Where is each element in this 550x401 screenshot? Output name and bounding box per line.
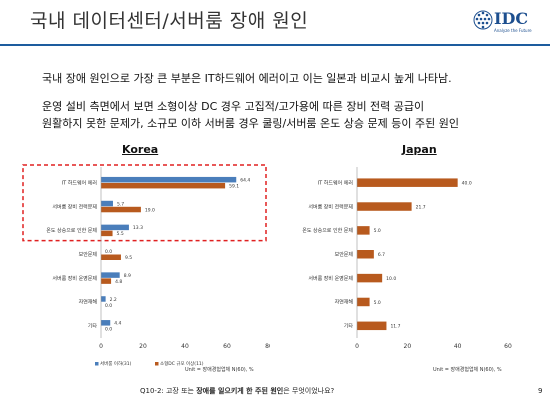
category-label: 온도 상승으로 인한 문제 — [46, 227, 97, 234]
category-label: 서버룸 장비 운영문제 — [308, 275, 353, 282]
question-bold: 장애를 일으키게 한 주된 원인 — [196, 387, 284, 395]
category-label: IT 하드웨어 에러 — [62, 179, 97, 186]
bar — [101, 224, 129, 231]
data-label: 0.0 — [105, 327, 112, 333]
summary-line-1: 국내 장애 원인으로 가장 큰 부분은 IT하드웨어 에러이고 이는 일본과 비… — [42, 72, 452, 85]
bar — [357, 321, 387, 331]
bar — [357, 178, 458, 187]
data-label: 0.0 — [105, 303, 112, 309]
bar — [357, 273, 383, 283]
data-label: 11.7 — [390, 324, 400, 330]
category-label: 기타 — [344, 323, 354, 330]
question-prefix: Q10-2: 고장 또는 — [140, 387, 197, 395]
korea-chart-title: Korea — [122, 143, 159, 156]
bar — [357, 226, 370, 235]
japan-bar-chart: IT 하드웨어 에러 40.0 서버룸 장비 전력문제 21.7 온도 상승으로 인한 … — [302, 167, 512, 350]
summary-line-2: 운영 설비 측면에서 보면 소형이상 DC 경우 고집적/고가용에 따른 장비 … — [42, 100, 425, 113]
data-label: 0.0 — [105, 249, 112, 255]
korea-unit-note: Unit = 장애경험업체 N(60), % — [185, 367, 254, 373]
bar — [101, 176, 237, 183]
bar — [357, 202, 412, 211]
data-label: 2.2 — [110, 297, 117, 303]
category-label: 보안문제 — [79, 251, 98, 258]
legend-swatch — [95, 362, 99, 366]
x-tick-label: 40 — [181, 343, 189, 350]
x-tick-label: 0 — [355, 343, 359, 350]
bar — [101, 278, 112, 284]
data-label: 40.0 — [462, 181, 472, 187]
category-label: 보안문제 — [335, 251, 354, 258]
bar — [101, 320, 111, 326]
idc-logo: IDC Analyze the Future — [472, 4, 538, 44]
question-suffix: 은 무엇이었나요? — [283, 387, 335, 395]
bar — [357, 250, 374, 259]
data-label: 5.7 — [117, 201, 124, 207]
header-divider — [0, 44, 550, 46]
data-label: 64.4 — [240, 178, 250, 184]
x-tick-label: 60 — [504, 343, 512, 350]
legend-label: 서버룸 이하(31) — [100, 360, 132, 367]
question-footnote: Q10-2: 고장 또는 장애를 일으키게 한 주된 원인은 무엇이었나요? — [140, 386, 334, 396]
category-label: 기타 — [88, 323, 98, 330]
data-label: 5.0 — [374, 228, 381, 234]
x-tick-label: 80 — [265, 343, 270, 350]
bar — [101, 296, 106, 302]
data-label: 19.0 — [145, 207, 155, 213]
bar — [101, 272, 120, 278]
logo-subtitle: Analyze the Future — [494, 28, 532, 33]
data-label: 5.0 — [374, 300, 381, 306]
category-label: 서버룸 장비 운영문제 — [52, 275, 97, 282]
x-tick-label: 60 — [223, 343, 231, 350]
category-label: 자연재해 — [335, 299, 354, 306]
legend-swatch — [155, 362, 159, 366]
x-tick-label: 0 — [99, 343, 103, 350]
x-tick-label: 20 — [139, 343, 147, 350]
x-tick-label: 20 — [404, 343, 412, 350]
globe-icon — [473, 10, 493, 30]
summary-line-3: 원활하지 못한 문제가, 소규모 이하 서버룸 경우 쿨링/서버룸 온도 상승 … — [42, 117, 459, 130]
highlight-box — [22, 164, 267, 242]
category-label: IT 하드웨어 에러 — [318, 179, 353, 186]
data-label: 4.4 — [114, 321, 121, 327]
data-label: 5.5 — [117, 231, 124, 237]
data-label: 8.9 — [124, 273, 131, 279]
page-title: 국내 데이터센터/서버룸 장애 원인 — [30, 10, 309, 32]
x-tick-label: 40 — [454, 343, 462, 350]
page-number: 9 — [538, 387, 543, 395]
data-label: 4.8 — [115, 279, 122, 285]
category-label: 자연재해 — [79, 299, 98, 306]
data-label: 10.0 — [386, 276, 396, 282]
bar — [101, 254, 121, 260]
bar — [101, 182, 226, 189]
korea-bar-chart: IT 하드웨어 에러 64.459.1 서버룸 장비 전력문제 5.7 19.0 온도 상… — [22, 164, 270, 367]
bar — [101, 230, 113, 237]
category-label: 서버룸 장비 전력문제 — [52, 203, 97, 210]
category-label: 서버룸 장비 전력문제 — [308, 203, 353, 210]
category-label: 온도 상승으로 인한 문제 — [302, 227, 353, 234]
data-label: 6.7 — [378, 252, 385, 258]
data-label: 21.7 — [416, 204, 426, 210]
data-label: 13.3 — [133, 225, 143, 231]
bar — [101, 200, 113, 207]
japan-unit-note: Unit = 장애경험업체 N(60), % — [433, 367, 502, 373]
legend-label: 소형DC 규모 이상(11) — [160, 360, 204, 367]
data-label: 9.5 — [125, 255, 132, 261]
japan-chart-title: Japan — [402, 143, 437, 156]
logo-text: IDC — [494, 9, 529, 28]
data-label: 59.1 — [229, 184, 239, 190]
bar — [357, 297, 370, 307]
bar — [101, 206, 141, 213]
